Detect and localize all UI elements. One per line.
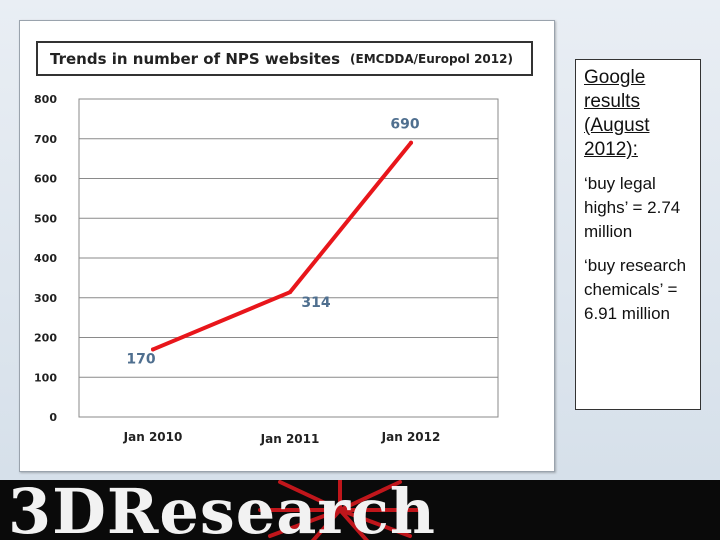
x-tick-label-0: Jan 2010 (123, 430, 183, 444)
star-ray (278, 480, 342, 512)
chart-subtitle: (EMCDDA/Europol 2012) (350, 51, 513, 66)
y-tick-label-700: 700 (34, 133, 57, 146)
y-tick-label-800: 800 (34, 93, 57, 106)
y-tick-label-100: 100 (34, 371, 57, 384)
y-tick-label-500: 500 (34, 212, 57, 225)
star-ray (338, 508, 370, 540)
data-line-series (151, 140, 413, 352)
star-ray (268, 508, 342, 538)
y-tick-label-300: 300 (34, 292, 57, 305)
chart-title-box: Trends in number of NPS websites (EMCDDA… (36, 41, 533, 76)
star-ray (338, 480, 402, 512)
logo-star-mark (258, 480, 422, 540)
chart-panel: Trends in number of NPS websites (EMCDDA… (19, 20, 555, 472)
footer-logo-band: 3DResearch (0, 480, 720, 540)
y-tick-label-600: 600 (34, 173, 57, 186)
data-label-170: 170 (126, 351, 155, 367)
data-label-690: 690 (390, 117, 419, 133)
x-tick-label-1: Jan 2011 (260, 432, 320, 446)
y-tick-label-0: 0 (49, 411, 57, 424)
result-item-research-chemicals: ‘buy research chemicals’ = 6.91 million (584, 256, 687, 323)
footer-logo: 3DResearch (8, 480, 436, 540)
chart-title: Trends in number of NPS websites (50, 49, 341, 68)
data-point-jan-2011 (288, 290, 292, 295)
data-label-314: 314 (301, 295, 330, 311)
y-tick-label-400: 400 (34, 252, 57, 265)
google-results-heading: Google results (August 2012): (584, 67, 650, 160)
line-chart: 0 100 200 300 400 500 600 700 800 Jan 2010 Jan 201… (34, 93, 499, 446)
star-ray (338, 508, 412, 538)
result-item-legal-highs: ‘buy legal highs’ = 2.74 million (584, 174, 681, 241)
google-results-box: Google results (August 2012): ‘buy legal… (575, 59, 701, 410)
data-point-jan-2010 (151, 347, 155, 352)
star-ray (310, 508, 342, 540)
data-point-jan-2012 (409, 140, 413, 145)
y-tick-label-200: 200 (34, 332, 57, 345)
x-tick-label-2: Jan 2012 (381, 430, 441, 444)
